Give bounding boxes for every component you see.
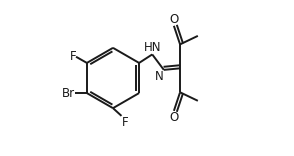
Text: N: N [155,70,164,83]
Text: O: O [169,13,178,26]
Text: F: F [121,116,128,129]
Text: Br: Br [62,87,75,100]
Text: HN: HN [143,41,161,54]
Text: O: O [169,111,178,124]
Text: F: F [69,50,76,63]
